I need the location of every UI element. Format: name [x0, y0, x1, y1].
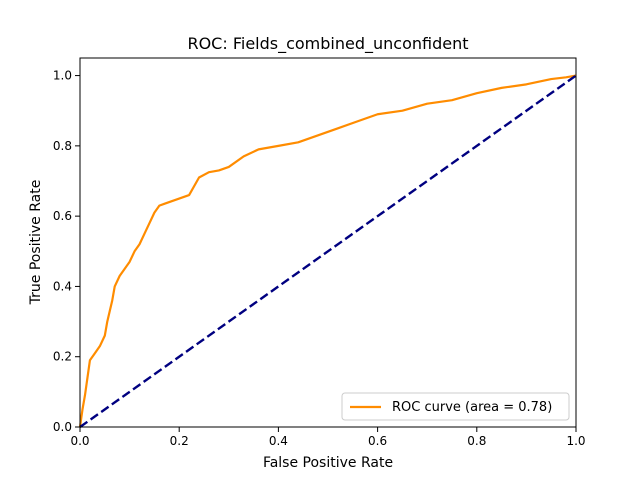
y-tick-label: 0.4: [53, 279, 72, 293]
x-tick-label: 0.4: [269, 434, 288, 448]
y-tick-label: 0.6: [53, 209, 72, 223]
series-layer: [78, 74, 577, 428]
roc-curve-line: [78, 74, 577, 428]
y-axis-label: True Positive Rate: [28, 180, 44, 306]
y-tick-label: 0.2: [53, 350, 72, 364]
x-tick-label: 0.8: [467, 434, 486, 448]
legend-roc-label: ROC curve (area = 0.78): [392, 400, 552, 415]
x-tick-label: 1.0: [566, 434, 585, 448]
chart-title: ROC: Fields_combined_unconfident: [187, 34, 468, 54]
chance-diagonal-line: [79, 74, 577, 428]
x-axis-ticks: 0.0 0.2 0.4 0.6 0.8 1.0: [70, 427, 586, 448]
y-tick-label: 1.0: [53, 69, 72, 83]
plot-frame: [79, 57, 577, 428]
x-axis-label: False Positive Rate: [263, 455, 393, 471]
x-tick-label: 0.2: [170, 434, 189, 448]
y-tick-label: 0.0: [53, 420, 72, 434]
y-axis-ticks: 0.0 0.2 0.4 0.6 0.8 1.0: [53, 69, 80, 434]
x-tick-label: 0.6: [368, 434, 387, 448]
legend: ROC curve (area = 0.78): [341, 392, 570, 421]
y-tick-label: 0.8: [53, 139, 72, 153]
legend-box: [341, 392, 570, 421]
x-tick-label: 0.0: [70, 434, 89, 448]
plot-area: [80, 58, 576, 427]
